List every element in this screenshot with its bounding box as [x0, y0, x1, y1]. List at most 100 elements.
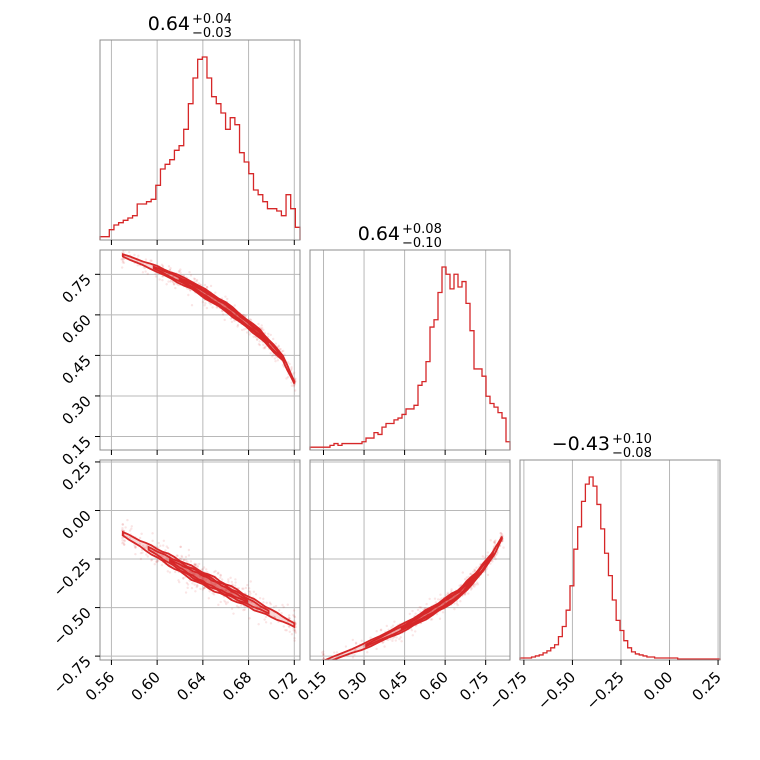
sample-point	[177, 283, 180, 287]
sample-point	[150, 559, 153, 562]
sample-point	[293, 619, 296, 622]
sample-point	[475, 566, 478, 569]
sample-point	[165, 283, 168, 286]
sample-point	[166, 546, 170, 550]
sample-point	[166, 570, 170, 573]
histogram-step-line	[519, 476, 721, 660]
sample-point	[175, 554, 179, 557]
sample-point	[244, 586, 248, 590]
sample-point	[321, 653, 325, 656]
sample-point	[202, 566, 206, 569]
sample-point	[333, 651, 336, 654]
y-tick-label: 0.30	[58, 392, 94, 428]
sample-point	[493, 541, 496, 545]
sample-point	[383, 645, 386, 648]
sample-point	[120, 266, 124, 269]
sample-point	[282, 605, 285, 609]
sample-point	[167, 280, 170, 283]
sample-point	[141, 271, 145, 274]
sample-point	[195, 563, 198, 566]
sample-point	[493, 540, 497, 543]
contour-level-2	[365, 550, 494, 648]
title-plus-error: +0.08	[402, 222, 442, 237]
sample-point	[220, 578, 224, 581]
sample-point	[121, 539, 124, 542]
sample-point	[197, 282, 200, 285]
sample-point	[269, 622, 273, 625]
sample-point	[496, 551, 499, 555]
contour-level-3	[400, 570, 480, 631]
sample-point	[229, 576, 232, 580]
sample-point	[183, 558, 186, 562]
sample-point	[246, 583, 249, 587]
sample-point	[433, 597, 437, 600]
sample-point	[258, 596, 262, 600]
sample-point	[293, 615, 296, 618]
sample-point	[215, 306, 219, 309]
x-tick-label: 0.72	[265, 668, 301, 704]
sample-point	[486, 551, 490, 554]
sample-point	[471, 584, 475, 588]
sample-point	[292, 614, 295, 617]
sample-point	[390, 626, 393, 629]
sample-point	[184, 559, 188, 562]
sample-point	[146, 272, 149, 276]
sample-point	[351, 638, 355, 642]
sample-point	[395, 636, 398, 639]
sample-point	[486, 554, 489, 557]
sample-point	[186, 560, 189, 563]
sample-point	[139, 557, 143, 561]
sample-point	[201, 300, 205, 304]
sample-point	[198, 575, 201, 578]
sample-point	[486, 573, 490, 577]
panel-frame	[99, 459, 301, 661]
sample-point	[489, 539, 492, 542]
sample-point	[248, 617, 251, 620]
sample-point	[133, 543, 136, 547]
panel-frame	[309, 459, 511, 661]
sample-point	[389, 637, 392, 641]
sample-point	[483, 570, 487, 573]
sample-point	[150, 558, 154, 561]
sample-point	[191, 582, 194, 585]
sample-point	[456, 603, 459, 607]
sample-point	[322, 652, 325, 656]
sample-point	[178, 557, 181, 560]
sample-point	[171, 281, 175, 284]
sample-point	[262, 597, 265, 601]
sample-point	[176, 554, 179, 557]
sample-point	[121, 257, 124, 261]
sample-point	[240, 328, 244, 332]
sample-point	[186, 583, 190, 586]
sample-point	[429, 618, 433, 621]
sample-point	[247, 587, 251, 590]
sample-point	[249, 580, 252, 583]
sample-point	[172, 283, 176, 286]
sample-point	[256, 338, 259, 341]
sample-point	[121, 243, 123, 245]
sample-point	[446, 591, 449, 595]
sample-point	[272, 337, 275, 341]
sample-point	[257, 623, 260, 626]
sample-point	[234, 581, 237, 584]
x-tick-label: 0.30	[335, 668, 371, 704]
sample-point	[208, 590, 211, 593]
sample-point	[177, 579, 180, 582]
sample-point	[182, 577, 185, 580]
histogram-panel-2: 0.64 +0.08−0.10	[309, 222, 511, 451]
sample-point	[408, 612, 412, 616]
sample-point	[193, 563, 197, 566]
sample-point	[242, 608, 245, 612]
sample-point	[473, 585, 476, 588]
sample-point	[122, 251, 125, 254]
sample-point	[232, 612, 235, 615]
sample-point	[411, 609, 414, 613]
sample-point	[141, 551, 144, 554]
x-tick-label: 0.64	[173, 668, 209, 704]
sample-point	[199, 587, 202, 591]
density-layer	[120, 243, 297, 392]
sample-point	[279, 347, 282, 351]
sample-point	[244, 314, 247, 317]
sample-point	[174, 570, 177, 574]
